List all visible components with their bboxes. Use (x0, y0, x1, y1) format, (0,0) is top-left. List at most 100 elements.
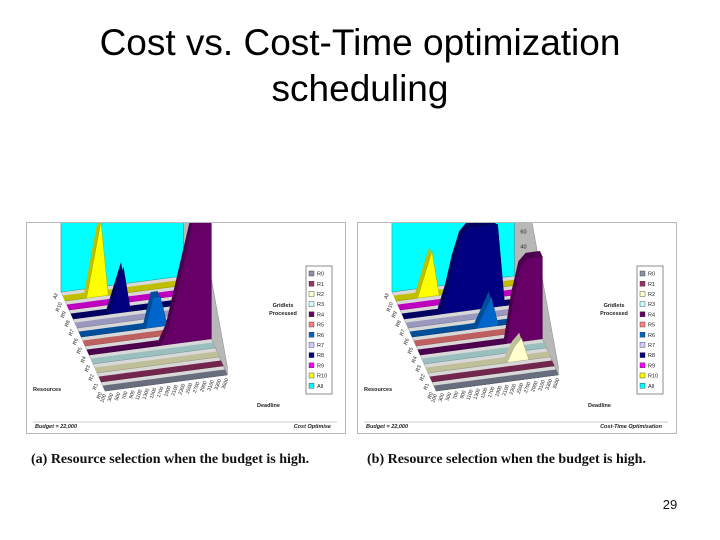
legend-label-r4: R4 (648, 312, 655, 318)
legend-label-r8: R8 (317, 353, 324, 359)
resource-tick-label: All (52, 293, 60, 300)
legend-swatch-all (308, 382, 315, 389)
deadline-tick-label: 3500 (221, 377, 231, 390)
series-r2-top (94, 351, 220, 373)
series-r2-area (96, 356, 220, 374)
resource-tick-label: All (383, 293, 391, 300)
legend-label-r6: R6 (317, 333, 324, 339)
gridlets-axis-label-line2: Processed (269, 311, 297, 317)
chart-panel-a: 020406080100120140160180200AllR10R9R8R7R… (26, 222, 346, 434)
caption-a: (a) Resource selection when the budget i… (31, 452, 310, 467)
legend-swatch-r3 (639, 301, 646, 307)
deadline-tick-label: 3100 (206, 379, 216, 392)
legend-swatch-r1 (308, 281, 315, 287)
deadline-tick-label: 2900 (199, 380, 209, 393)
budget-label: Budget = 22,000 (366, 424, 408, 430)
series-r3-top (90, 342, 216, 364)
legend-label-r2: R2 (317, 292, 324, 298)
gridlets-axis-label-line1: Gridlets (273, 303, 294, 309)
legend-swatch-r9 (308, 362, 315, 369)
deadline-tick-label: 2500 (516, 382, 526, 395)
deadline-tick-label: 1900 (163, 385, 173, 398)
legend-box (305, 265, 333, 395)
deadline-tick-label: 3300 (214, 378, 224, 391)
gridlets-axis-label-line2: Processed (600, 311, 628, 317)
series-r9-top (66, 288, 192, 310)
series-r3-area (92, 347, 216, 365)
resource-tick-label: R5 (407, 347, 415, 355)
legend-label-all: All (648, 384, 654, 390)
deadline-tick-label: 1700 (487, 386, 497, 399)
deadline-tick-label: 500 (114, 392, 123, 402)
deadline-tick-label: 2300 (509, 383, 519, 396)
deadline-tick-label: 100 (99, 393, 108, 403)
deadline-tick-label: 3100 (537, 379, 547, 392)
legend-swatch-r7 (639, 342, 646, 348)
resource-tick-label: R3 (415, 365, 423, 373)
resource-tick-label: R7 (68, 329, 76, 337)
legend-swatch-r5 (639, 321, 646, 328)
series-r1-area (100, 365, 224, 383)
legend-label-r7: R7 (317, 343, 324, 349)
deadline-tick-label: 3500 (552, 377, 562, 390)
series-r7-top (74, 306, 200, 328)
series-r0-area (104, 374, 228, 392)
series-r6-top (78, 291, 204, 337)
budget-label: Budget = 22,000 (35, 424, 77, 430)
legend-swatch-r7 (308, 342, 315, 348)
series-r6-top (409, 291, 535, 337)
resource-tick-label: R8 (64, 320, 72, 328)
legend-label-r10: R10 (317, 374, 327, 380)
resource-tick-label: R6 (403, 338, 411, 346)
series-r3-area (423, 347, 547, 365)
legend-label-all: All (317, 384, 323, 390)
series-r0-area (435, 374, 559, 392)
resource-tick-label: R4 (411, 356, 419, 364)
caption-b: (b) Resource selection when the budget i… (367, 452, 646, 467)
deadline-tick-label: 1300 (473, 388, 483, 401)
legend-swatch-r8 (308, 352, 315, 358)
legend-swatch-r2 (308, 291, 315, 297)
resource-tick-label: R9 (60, 311, 68, 319)
legend-label-r5: R5 (317, 323, 324, 329)
legend-label-r0: R0 (317, 272, 324, 278)
deadline-tick-label: 300 (107, 392, 116, 402)
deadline-tick-label: 2900 (530, 380, 540, 393)
series-r1-top (429, 360, 555, 382)
deadline-tick-label: 1500 (149, 387, 159, 400)
legend-box (636, 265, 664, 395)
legend-label-r3: R3 (317, 302, 324, 308)
resource-tick-label: R6 (72, 338, 80, 346)
resource-tick-label: R10 (386, 302, 395, 313)
legend-label-r5: R5 (648, 323, 655, 329)
series-r4-top (86, 223, 193, 355)
chart-panel-b: 020406080100120140160180200AllR10R9R8R7R… (357, 222, 677, 434)
z-tick-label: 40 (520, 244, 526, 250)
deadline-tick-label: 900 (459, 390, 468, 400)
deadline-tick-label: 2100 (501, 384, 511, 397)
legend-swatch-r1 (639, 281, 646, 287)
slide-title-line2: scheduling (271, 68, 449, 109)
resources-axis-label: Resources (33, 387, 61, 393)
page-number: 29 (662, 497, 678, 512)
series-r8-top (70, 261, 196, 319)
resource-tick-label: R10 (55, 302, 64, 313)
slide-title-line1: Cost vs. Cost-Time optimization (99, 22, 621, 63)
resource-tick-label: R9 (391, 311, 399, 319)
deadline-axis-label: Deadline (257, 403, 280, 409)
series-r10-top (62, 223, 188, 301)
legend-swatch-r0 (639, 270, 646, 277)
legend-label-r6: R6 (648, 333, 655, 339)
deadline-tick-label: 500 (445, 392, 454, 402)
deadline-tick-label: 2500 (185, 382, 195, 395)
legend-swatch-r4 (639, 311, 646, 318)
chart-a-svg: 020406080100120140160180200AllR10R9R8R7R… (33, 223, 337, 430)
deadline-tick-label: 700 (121, 391, 130, 401)
resource-tick-label: R7 (399, 329, 407, 337)
legend-swatch-r6 (308, 331, 315, 338)
resource-tick-label: R2 (88, 374, 96, 382)
series-r2-area (427, 337, 551, 374)
legend-swatch-r10 (639, 372, 646, 379)
deadline-tick-label: 1900 (494, 385, 504, 398)
z-tick-label: 60 (520, 229, 526, 235)
